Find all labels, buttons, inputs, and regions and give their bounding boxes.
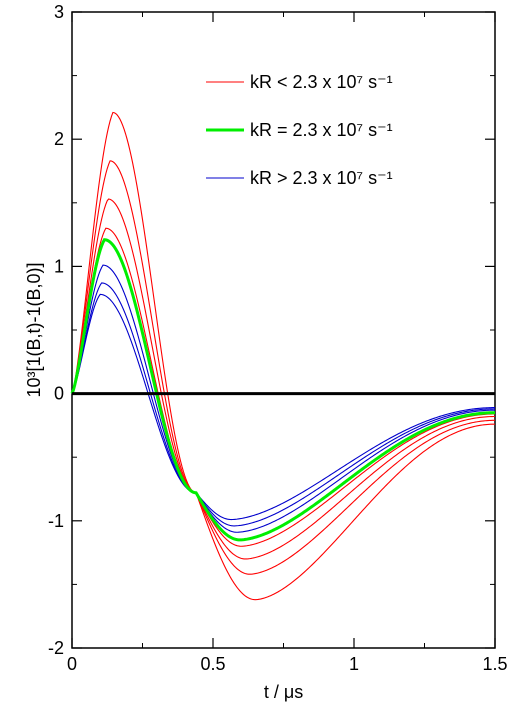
x-tick-label: 1.5: [482, 654, 507, 674]
x-tick-label: 0.5: [200, 654, 225, 674]
series-line-low-2: [71, 198, 495, 560]
series-line-high-7: [71, 293, 496, 521]
y-axis-label: 10³[1(B,t)-1(B,0)]: [24, 262, 44, 397]
series-line-low-3: [71, 227, 496, 547]
series-line-low-1: [71, 160, 496, 575]
legend-label-low: kR < 2.3 x 10⁷ s⁻¹: [250, 72, 393, 92]
legend-label-critical: kR = 2.3 x 10⁷ s⁻¹: [250, 120, 393, 140]
x-tick-label: 0: [67, 654, 77, 674]
series-line-low-0: [71, 111, 496, 601]
y-tick-label: 1: [54, 256, 64, 276]
curves: [70, 111, 496, 601]
y-tick-label: 2: [54, 129, 64, 149]
series-line-high-5: [71, 264, 495, 533]
tick-labels: 0 0.5 1 1.5 -2 -1 0 1 2 3: [48, 2, 508, 674]
series-line-critical-4: [70, 238, 496, 542]
y-tick-label: 0: [54, 384, 64, 404]
series-line-high-6: [71, 282, 496, 527]
ticks: [71, 11, 496, 649]
x-axis-label: t / μs: [264, 682, 303, 702]
y-tick-label: -2: [48, 638, 64, 658]
plot-frame: [71, 11, 496, 649]
x-tick-label: 1: [349, 654, 359, 674]
y-tick-label: 3: [54, 2, 64, 22]
legend-label-high: kR > 2.3 x 10⁷ s⁻¹: [250, 168, 393, 188]
y-tick-label: -1: [48, 511, 64, 531]
legend: kR < 2.3 x 10⁷ s⁻¹ kR = 2.3 x 10⁷ s⁻¹ kR…: [206, 72, 393, 188]
